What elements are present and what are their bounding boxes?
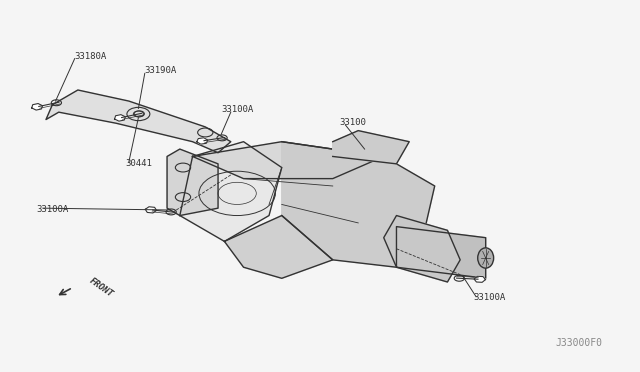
- Polygon shape: [145, 207, 157, 213]
- Text: 33100A: 33100A: [221, 105, 253, 114]
- Ellipse shape: [477, 248, 493, 268]
- Polygon shape: [282, 142, 435, 267]
- Text: 33180A: 33180A: [75, 52, 107, 61]
- Text: J33000F0: J33000F0: [556, 337, 603, 347]
- Text: 33100A: 33100A: [473, 294, 505, 302]
- Text: 33100: 33100: [339, 118, 366, 127]
- Polygon shape: [196, 138, 208, 144]
- Text: FRONT: FRONT: [88, 276, 115, 299]
- Polygon shape: [32, 103, 42, 110]
- Polygon shape: [225, 215, 333, 278]
- Text: 33100A: 33100A: [36, 205, 68, 214]
- Polygon shape: [384, 215, 460, 282]
- Text: 33190A: 33190A: [145, 66, 177, 76]
- Polygon shape: [46, 90, 231, 153]
- Polygon shape: [180, 142, 282, 241]
- Text: 30441: 30441: [125, 159, 152, 168]
- Polygon shape: [333, 131, 409, 164]
- Polygon shape: [193, 142, 384, 179]
- Polygon shape: [396, 227, 486, 278]
- Polygon shape: [167, 149, 218, 215]
- Polygon shape: [474, 276, 486, 282]
- Polygon shape: [115, 115, 125, 121]
